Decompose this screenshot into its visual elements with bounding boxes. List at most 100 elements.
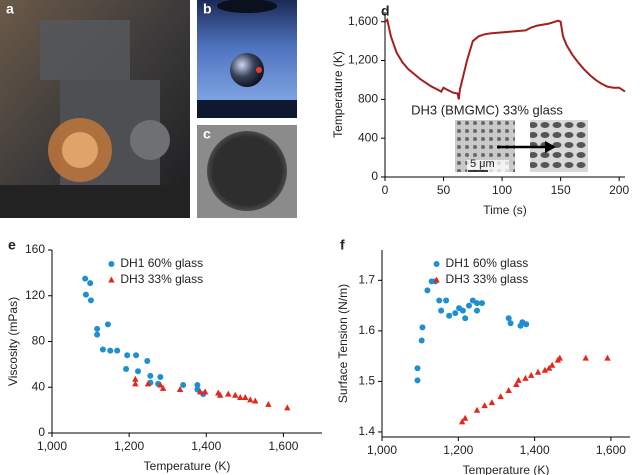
- point: [132, 375, 139, 382]
- point: [473, 406, 481, 413]
- point: [94, 331, 101, 338]
- y-tick-label: 1.5: [358, 374, 375, 388]
- point: [419, 324, 426, 331]
- point: [414, 365, 421, 372]
- point: [465, 302, 472, 309]
- x-tick-label: 50: [437, 183, 451, 197]
- point: [232, 391, 239, 398]
- point: [284, 404, 291, 411]
- x-tick-label: 1,200: [114, 439, 144, 453]
- x-axis-title: Temperature (K): [144, 459, 231, 473]
- point: [436, 297, 443, 304]
- legend-label: DH1 60% glass: [120, 256, 203, 270]
- point: [582, 354, 589, 361]
- point: [414, 377, 421, 384]
- point: [144, 380, 152, 387]
- y-axis-title: Surface Tension (N/m): [336, 284, 350, 403]
- panel-label: d: [381, 3, 390, 19]
- point: [541, 366, 549, 373]
- point: [132, 380, 139, 387]
- point: [545, 364, 553, 371]
- point: [159, 384, 167, 391]
- y-tick-label: 120: [25, 288, 45, 302]
- panel-label: b: [203, 1, 212, 17]
- point: [94, 325, 101, 332]
- x-tick-label: 0: [382, 183, 389, 197]
- panel-label: c: [203, 126, 211, 142]
- x-tick-label: 1,000: [367, 443, 397, 457]
- point: [99, 346, 106, 353]
- y-tick-label: 1.7: [358, 272, 375, 286]
- point: [114, 347, 121, 354]
- point: [459, 307, 466, 314]
- point: [556, 354, 563, 361]
- point: [458, 418, 466, 425]
- panel-label: a: [6, 1, 14, 17]
- point: [604, 354, 611, 361]
- y-axis-title: Viscosity (mPas): [6, 297, 20, 386]
- point: [237, 394, 244, 401]
- point: [265, 400, 272, 407]
- point: [474, 300, 481, 307]
- legend-marker: [108, 261, 115, 267]
- point: [196, 388, 204, 395]
- point: [82, 275, 89, 282]
- point: [176, 386, 184, 393]
- x-axis-title: Temperature (K): [463, 463, 550, 475]
- point: [242, 394, 249, 401]
- x-tick-label: 1,400: [191, 439, 221, 453]
- point: [147, 372, 154, 379]
- point: [157, 381, 164, 388]
- point: [194, 381, 201, 388]
- y-tick-label: 1.4: [358, 424, 375, 438]
- y-tick-label: 1.6: [358, 323, 375, 337]
- point: [478, 300, 485, 307]
- y-tick-label: 400: [358, 130, 378, 144]
- point: [82, 291, 89, 298]
- point: [216, 391, 224, 398]
- point: [124, 352, 131, 359]
- point: [144, 357, 151, 364]
- point: [180, 381, 187, 388]
- y-tick-label: 800: [358, 92, 378, 106]
- x-tick-label: 1,200: [443, 443, 473, 457]
- y-tick-label: 0: [371, 169, 378, 183]
- point: [424, 287, 431, 294]
- point: [157, 373, 164, 380]
- point: [507, 320, 514, 327]
- legend-label: DH3 33% glass: [446, 272, 529, 286]
- x-tick-label: 200: [609, 183, 629, 197]
- scale-bar-label: 5 μm: [470, 158, 495, 170]
- panel-label: e: [8, 237, 16, 253]
- point: [443, 297, 450, 304]
- x-tick-label: 1,400: [520, 443, 550, 457]
- point: [133, 352, 140, 359]
- legend-marker: [433, 276, 440, 283]
- point: [201, 388, 209, 395]
- point: [497, 393, 504, 400]
- point: [474, 307, 481, 314]
- point: [87, 280, 94, 287]
- photo-b: [197, 0, 297, 118]
- point: [225, 390, 232, 397]
- x-tick-label: 100: [492, 183, 512, 197]
- annotation: DH3 (BMGMC) 33% glass: [411, 102, 563, 117]
- y-tick-label: 1,600: [348, 14, 378, 28]
- point: [107, 347, 114, 354]
- point: [488, 399, 496, 406]
- point: [104, 321, 111, 328]
- point: [452, 310, 459, 317]
- x-tick-label: 1,600: [268, 439, 298, 453]
- panel-label: f: [340, 237, 345, 253]
- x-axis-title: Time (s): [483, 203, 527, 217]
- point: [481, 402, 488, 409]
- point: [527, 371, 535, 378]
- point: [123, 365, 130, 372]
- point: [461, 414, 469, 421]
- legend-label: DH1 60% glass: [446, 256, 529, 270]
- x-tick-label: 1,000: [37, 439, 67, 453]
- legend-label: DH3 33% glass: [120, 272, 203, 286]
- point: [534, 368, 542, 375]
- legend-marker: [433, 261, 440, 267]
- y-tick-label: 80: [32, 334, 46, 348]
